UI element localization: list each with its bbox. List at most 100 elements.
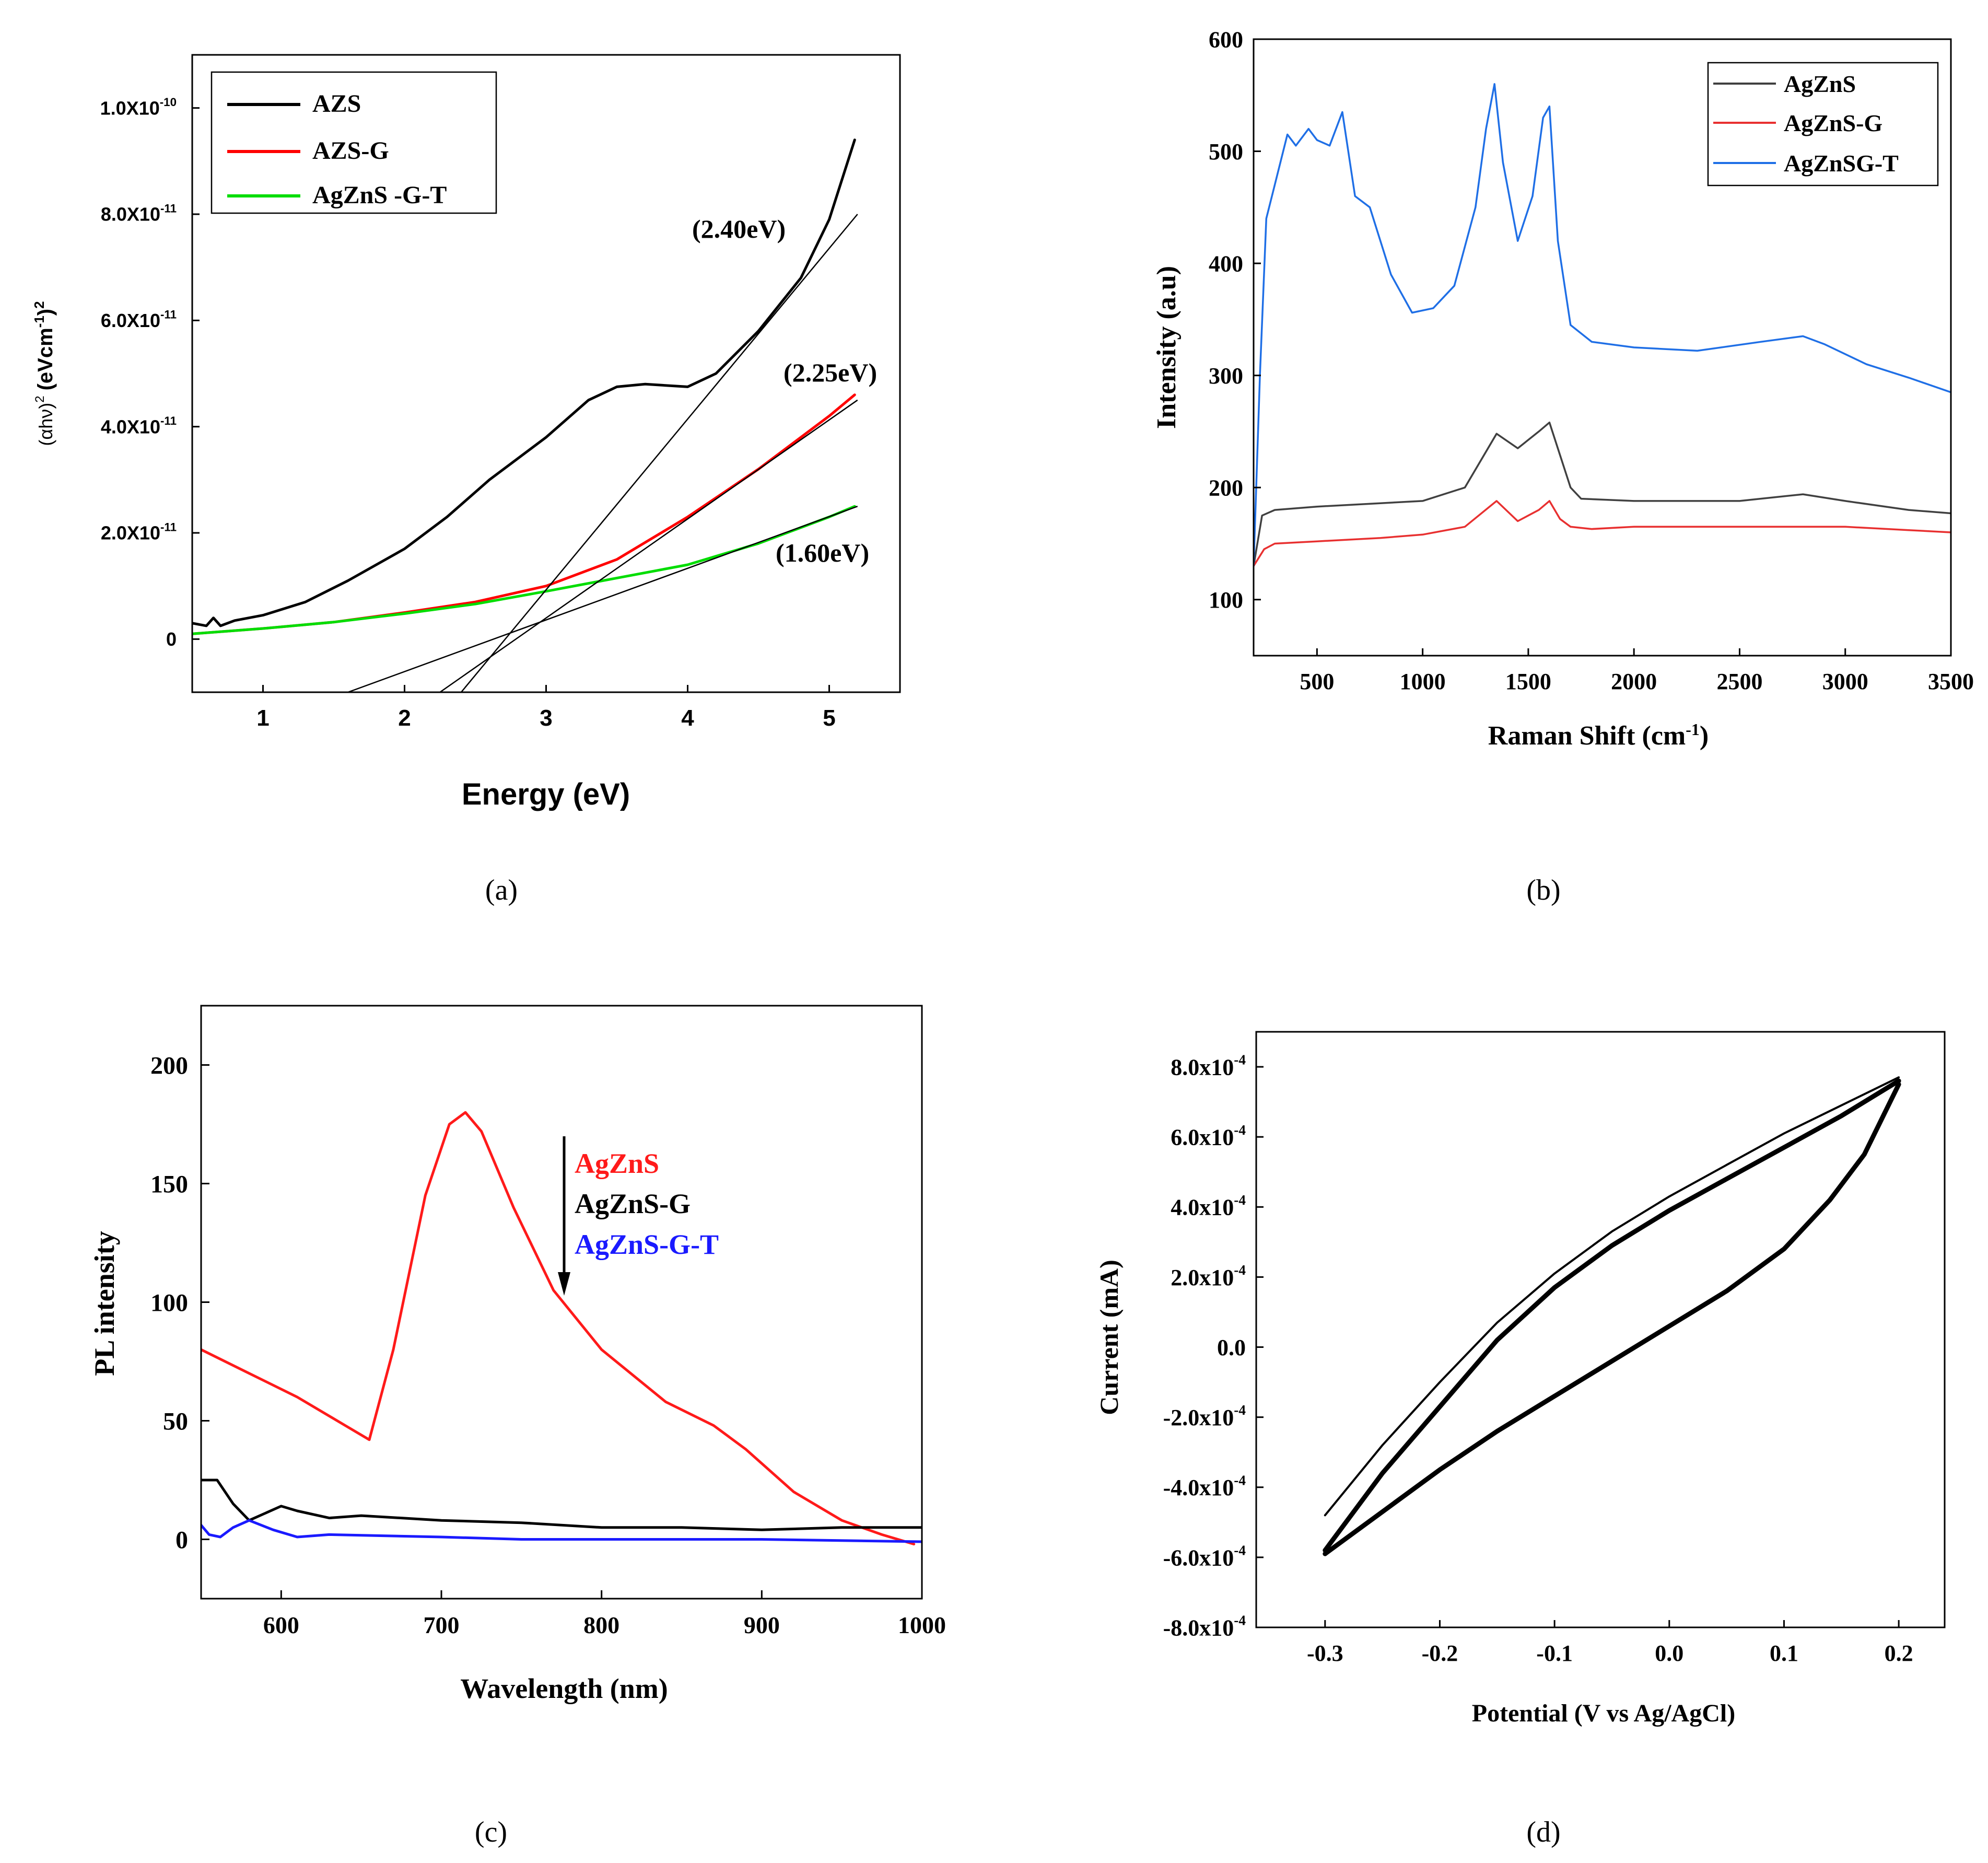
panel-b-x-ticks: 500 1000 1500 2000 2500 3000 3500 [1300,648,1974,694]
y-tick-label: 200 [150,1052,188,1079]
x-tick-label: 0.1 [1770,1640,1798,1666]
panel-b-raman-plot: 500 1000 1500 2000 2500 3000 3500 100 200 300 400… [1152,27,1974,906]
panel-b-series [1254,83,1951,567]
panel-c-x-axis-label: Wavelength (nm) [460,1673,668,1704]
panel-c-pl-plot: 600 700 800 900 1000 0 50 100 150 200 AgZnS AgZn… [89,1005,946,1848]
panel-a-legend: AZS AZS-G AgZnS -G-T [211,71,497,214]
y-tick-label: 8.0x10-4 [1171,1052,1246,1080]
series-line-c-agzns [201,1111,916,1546]
series-line-b-agznsg-t [1254,83,1951,567]
x-tick-label: 2000 [1611,669,1657,694]
panel-a-y-ticks: 0 2.0X10-11 4.0X10-11 6.0X10-11 8.0X10-11 1.0… [100,96,200,650]
x-tick-label: 1 [256,705,269,731]
y-tick-label: -8.0x10-4 [1163,1613,1246,1641]
x-tick-label: 2 [398,705,411,731]
y-tick-label: 300 [1209,363,1243,389]
tangent-line-1 [439,399,858,692]
y-tick-label: 500 [1209,139,1243,165]
series-line-d-cathodic-lower-branch- [1323,1082,1901,1556]
legend-label-azs-g: AZS-G [312,137,389,165]
x-tick-label: 500 [1300,669,1334,694]
panel-c-y-ticks: 0 50 100 150 200 [150,1052,209,1554]
panel-b-caption: (b) [1526,874,1560,906]
panel-b-y-axis-label: Intensity (a.u) [1152,266,1182,429]
x-tick-label: -0.1 [1536,1640,1573,1666]
y-tick-label: 0 [176,1526,188,1554]
x-tick-label: 700 [424,1612,460,1638]
legend-label-agzns-g-t: AgZnS -G-T [312,181,447,209]
y-tick-label: 6.0X10-11 [101,308,177,331]
panel-b-plot-frame [1253,38,1952,657]
y-tick-label: 0.0 [1217,1335,1246,1360]
panel-c-legend: AgZnS AgZnS-G AgZnS-G-T [558,1136,719,1296]
panel-c-caption: (c) [475,1816,507,1848]
panel-d-caption: (d) [1526,1816,1560,1848]
y-tick-label: 1.0X10-10 [100,96,177,119]
tangent-line-0 [460,214,858,692]
ylabel-a-unit: (eVcm [34,328,57,390]
panel-b-y-ticks: 100 200 300 400 500 600 [1209,27,1261,613]
y-tick-label: 100 [1209,587,1243,613]
y-tick-label: 150 [150,1170,188,1198]
xlabel-b-sup: -1 [1686,720,1700,739]
series-line-b-agzns [1254,421,1951,567]
panel-d-y-ticks: -8.0x10-4 -6.0x10-4 -4.0x10-4 -2.0x10-4 0.0 2… [1163,1052,1264,1641]
legend-arrow-head-icon [558,1272,570,1296]
ylabel-a-sup: 2 [33,395,47,402]
y-tick-label: 8.0X10-11 [101,202,177,225]
annotation-2-40ev: (2.40eV) [692,214,786,243]
x-tick-label: 2500 [1716,669,1762,694]
panel-a-x-ticks: 1 2 3 4 5 [256,685,836,731]
x-tick-label: -0.3 [1307,1640,1343,1666]
y-tick-label: 4.0x10-4 [1171,1192,1246,1220]
panel-a-band-gap-plot: 1 2 3 4 5 0 2.0X10-11 4.0X10-11 6.0X10-11 8.0X10… [31,54,901,906]
y-tick-label: 2.0X10-11 [101,520,177,543]
annotation-1-60ev: (1.60eV) [776,538,869,567]
x-tick-label: 3000 [1822,669,1868,694]
panel-b-x-axis-label: Raman Shift (cm-1) [1488,720,1709,751]
legend-label-agzns-g: AgZnS-G [1784,110,1882,136]
y-tick-label: 200 [1209,475,1243,501]
panel-d-x-axis-label: Potential (V vs Ag/AgCl) [1472,1699,1735,1727]
panel-d-x-ticks: -0.3 -0.2 -0.1 0.0 0.1 0.2 [1307,1620,1913,1666]
y-tick-label: -2.0x10-4 [1163,1402,1246,1430]
panel-d-y-axis-label: Current (mA) [1094,1260,1124,1415]
panel-c-x-ticks: 600 700 800 900 1000 [263,1590,946,1638]
x-tick-label: 5 [823,705,835,731]
series-line-a-azs [192,138,856,627]
panel-d-cv-plot: -0.3 -0.2 -0.1 0.0 0.1 0.2 -8.0x10-4 -6.0x10-4… [1094,1031,1946,1848]
x-tick-label: 1000 [1400,669,1446,694]
y-tick-label: 6.0x10-4 [1171,1122,1246,1150]
y-tick-label: 100 [150,1289,188,1317]
legend-label-azs: AZS [312,90,361,118]
x-tick-label: 600 [263,1612,299,1638]
panel-a-series [192,138,856,635]
y-tick-label: 4.0X10-11 [101,414,177,437]
x-tick-label: 800 [583,1612,619,1638]
panel-c-series [201,1111,922,1546]
panel-c-y-axis-label: PL intensity [89,1231,120,1376]
y-tick-label: -4.0x10-4 [1163,1472,1246,1500]
tangent-line-2 [347,505,858,692]
panel-d-series [1323,1076,1901,1556]
series-line-a-agzns-g-t [192,505,856,635]
series-line-d-anodic-upper-branch- [1323,1078,1901,1553]
y-tick-label: 400 [1209,251,1243,276]
y-tick-label: 600 [1209,27,1243,52]
ylabel-a-unit-sup: -1 [31,316,47,328]
legend-label-agzns: AgZnS [1784,71,1856,97]
ylabel-a-unit-sup2: 2 [31,301,47,308]
series-line-c-agzns-g [201,1478,922,1531]
y-tick-label: 2.0x10-4 [1171,1262,1246,1290]
legend-label-c-agzns: AgZnS [575,1148,659,1179]
panel-a-caption: (a) [485,874,518,906]
xlabel-b-close: ) [1700,721,1709,751]
x-tick-label: 3500 [1928,669,1974,694]
xlabel-b-main: Raman Shift (cm [1488,721,1686,751]
x-tick-label: 4 [681,705,694,731]
y-tick-label: 50 [163,1407,188,1435]
panel-d-plot-frame [1255,1031,1946,1628]
ylabel-a-close: ) [34,309,57,316]
x-tick-label: 0.0 [1655,1640,1683,1666]
